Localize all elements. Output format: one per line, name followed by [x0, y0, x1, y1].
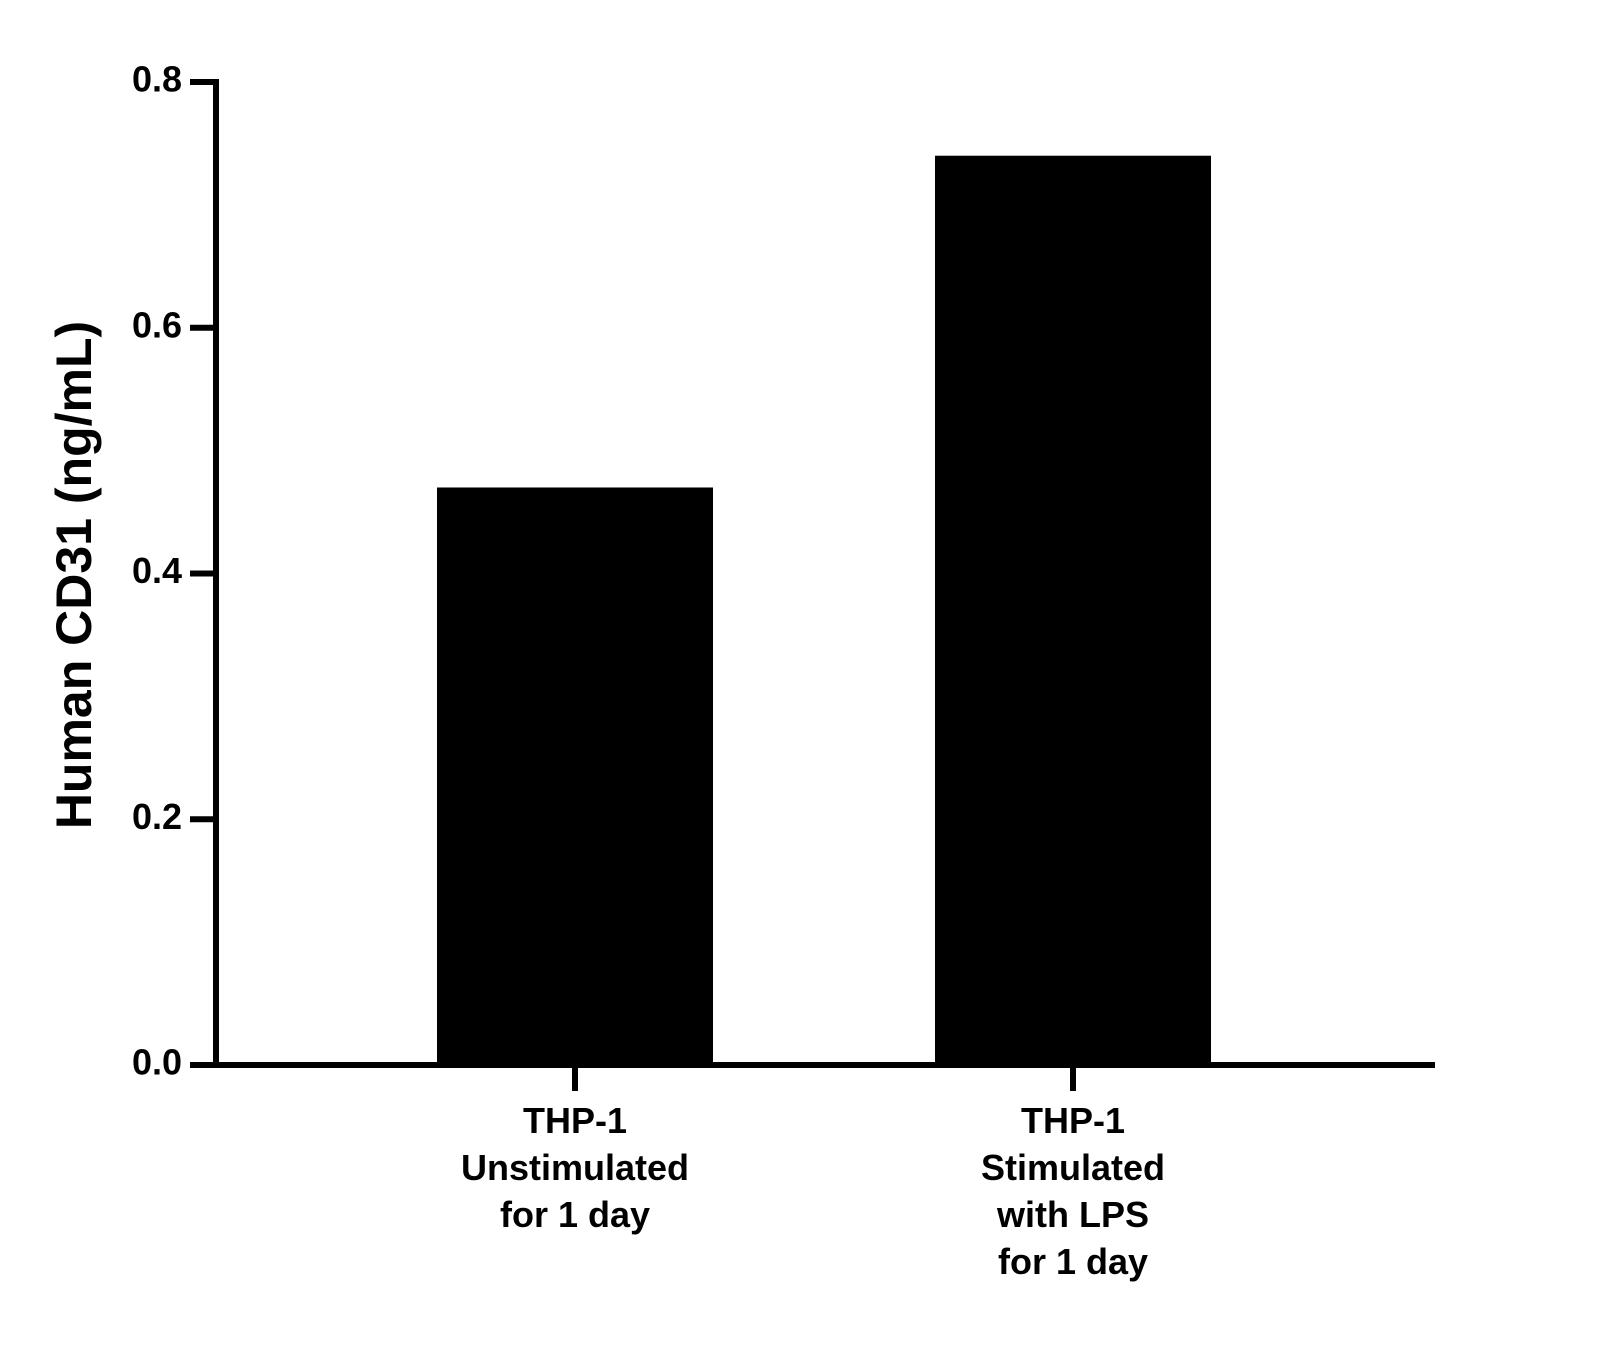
x-tick-label-line: THP-1 — [1021, 1100, 1125, 1141]
x-tick-label: THP-1 Unstimulated for 1 day — [461, 1100, 689, 1235]
x-tick-label-line: Unstimulated — [461, 1147, 689, 1188]
x-tick-label-line: for 1 day — [500, 1194, 650, 1235]
x-tick-label-line: for 1 day — [998, 1241, 1148, 1282]
y-tick-label: 0.6 — [132, 304, 182, 345]
x-tick-label: THP-1 Stimulated with LPS for 1 day — [981, 1100, 1165, 1282]
y-tick-label: 0.4 — [132, 550, 182, 591]
bar — [437, 487, 713, 1065]
y-tick-label: 0.0 — [132, 1042, 182, 1083]
y-axis-label: Human CD31 (ng/mL) — [46, 321, 102, 829]
x-tick-label-line: Stimulated — [981, 1147, 1165, 1188]
x-tick-label-line: THP-1 — [523, 1100, 627, 1141]
y-tick-label: 0.8 — [132, 59, 182, 100]
bar — [935, 155, 1211, 1066]
x-tick-label-line: with LPS — [996, 1194, 1149, 1235]
y-tick-label: 0.2 — [132, 796, 182, 837]
